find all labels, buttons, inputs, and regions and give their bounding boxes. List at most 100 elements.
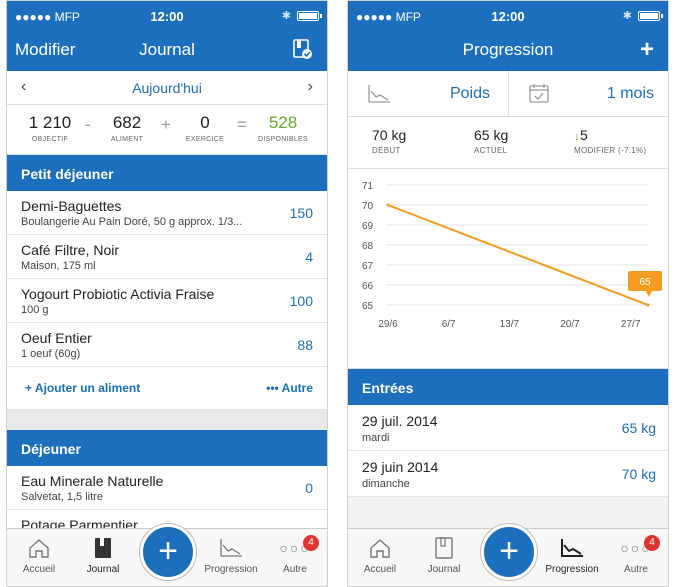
add-button[interactable]: + (481, 524, 537, 580)
y-tick-label: 68 (362, 241, 374, 252)
add-food-button[interactable]: + Ajouter un aliment (25, 381, 141, 395)
food-detail: Salvetat, 1,5 litre (21, 491, 103, 503)
entry-value: 70 kg (621, 466, 656, 482)
change-row: ↓5 (574, 127, 646, 143)
food-row[interactable]: Eau Minerale Naturelle Salvetat, 1,5 lit… (7, 466, 327, 510)
line-chart-icon (540, 535, 604, 561)
food-detail: Maison, 175 ml (21, 260, 96, 272)
data-point (646, 303, 650, 307)
edit-button[interactable]: Modifier (15, 40, 76, 59)
y-tick-label: 69 (362, 221, 374, 232)
carrier-label: ●●●●● MFP (15, 10, 80, 24)
home-icon (7, 535, 71, 561)
tab-more[interactable]: ○○○ Autre 4 (604, 535, 668, 575)
more-options-button[interactable]: ••• Autre (266, 381, 313, 395)
calendar-icon[interactable] (528, 82, 550, 109)
entry-weekday: dimanche (362, 478, 410, 490)
entry-weekday: mardi (362, 432, 390, 444)
calorie-summary: 1 210 OBJECTIF - 682 ALIMENT + 0 EXERCIC… (7, 105, 327, 155)
notebook-check-icon[interactable] (291, 38, 313, 60)
goal-label: OBJECTIF (31, 136, 69, 143)
x-tick-label: 6/7 (442, 319, 456, 330)
entry-row[interactable]: 29 juin 2014 dimanche 70 kg (348, 451, 668, 497)
y-tick-label: 71 (362, 181, 374, 192)
exercise-value: 0 (200, 113, 210, 132)
entry-date: 29 juin 2014 (362, 459, 439, 475)
battery-icon (297, 11, 322, 21)
tab-home[interactable]: Accueil (348, 535, 412, 575)
chart-type-icon[interactable] (366, 83, 392, 110)
x-tick-label: 29/6 (378, 319, 398, 330)
change-value: 5 (580, 127, 588, 143)
tab-label: Journal (86, 564, 120, 575)
food-row[interactable]: Demi-Baguettes Boulangerie Au Pain Doré,… (7, 191, 327, 235)
bluetooth-icon: ✱ (281, 10, 291, 22)
remaining-label: DISPONIBLES (258, 136, 308, 143)
notification-badge: 4 (644, 535, 660, 551)
equals-sign: = (237, 115, 247, 134)
status-bar: ●●●●● MFP 12:00 ✱ (348, 1, 668, 31)
page-title: Progression (462, 40, 554, 59)
weight-chart: 71 70 69 68 67 66 65 29/6 6/7 13/7 20/7 27/7 65 (348, 169, 668, 369)
remaining-cell: 528 DISPONIBLES (253, 113, 313, 143)
weight-stats: 70 kg DÉBUT 65 kg ACTUEL ↓5 MODIFIER (-7… (348, 117, 668, 169)
minus-sign: - (85, 115, 91, 134)
food-calories: 150 (289, 205, 313, 221)
food-value: 682 (112, 113, 142, 132)
notification-badge: 4 (303, 535, 319, 551)
journal-icon (412, 535, 476, 561)
y-tick-label: 67 (362, 261, 374, 272)
tab-bar: Accueil Journal Progression ○○○ Autre 4 … (7, 524, 327, 586)
status-time: 12:00 (150, 9, 184, 24)
entry-row[interactable]: 29 juil. 2014 mardi 65 kg (348, 405, 668, 451)
start-label: DÉBUT (372, 146, 401, 155)
next-day-button[interactable]: › (307, 78, 313, 95)
x-tick-label: 20/7 (560, 319, 580, 330)
tab-label: Progression (545, 564, 599, 575)
entry-value: 65 kg (621, 420, 656, 436)
journal-icon (71, 535, 135, 561)
period-selector[interactable]: 1 mois (606, 85, 654, 102)
start-stat: 70 kg DÉBUT (372, 127, 406, 155)
page-title: Journal (139, 40, 195, 59)
date-label[interactable]: Aujourd'hui (132, 80, 202, 96)
food-detail: 100 g (21, 304, 49, 316)
more-dots-icon: ○○○ (620, 540, 652, 556)
add-button[interactable]: + (140, 524, 196, 580)
metric-selector[interactable]: Poids (449, 85, 490, 102)
current-label: ACTUEL (474, 146, 508, 155)
tab-journal[interactable]: Journal (412, 535, 476, 575)
y-tick-label: 70 (362, 201, 374, 212)
exercise-label: EXERCICE (185, 136, 225, 143)
tab-progress[interactable]: Progression (540, 535, 604, 575)
food-calories: 88 (297, 337, 313, 353)
previous-day-button[interactable]: ‹ (21, 78, 27, 95)
food-name: Yogourt Probiotic Activia Fraise (21, 286, 215, 302)
food-row[interactable]: Café Filtre, Noir Maison, 175 ml 4 (7, 235, 327, 279)
entry-date: 29 juil. 2014 (362, 413, 438, 429)
food-name: Eau Minerale Naturelle (21, 473, 164, 489)
exercise-cell: 0 EXERCICE (177, 113, 233, 143)
value-callout (628, 271, 662, 291)
battery-icon (638, 11, 663, 21)
food-row[interactable]: Yogourt Probiotic Activia Fraise 100 g 1… (7, 279, 327, 323)
tab-more[interactable]: ○○○ Autre 4 (263, 535, 327, 575)
more-dots-icon: ○○○ (279, 540, 311, 556)
carrier-label: ●●●●● MFP (356, 10, 421, 24)
tab-journal[interactable]: Journal (71, 535, 135, 575)
line-chart-icon (199, 535, 263, 561)
goal-cell: 1 210 OBJECTIF (19, 113, 81, 143)
food-name: Demi-Baguettes (21, 198, 122, 214)
filter-bar: Poids 1 mois (348, 71, 668, 117)
tab-home[interactable]: Accueil (7, 535, 71, 575)
tab-progress[interactable]: Progression (199, 535, 263, 575)
section-header-breakfast: Petit déjeuner (7, 155, 327, 191)
chart-svg: 71 70 69 68 67 66 65 29/6 6/7 13/7 20/7 27/7 65 (362, 181, 662, 330)
plus-sign: + (161, 115, 171, 134)
breakfast-actions: + Ajouter un aliment ••• Autre (7, 367, 327, 409)
data-point (386, 203, 390, 207)
food-row[interactable]: Oeuf Entier 1 oeuf (60g) 88 (7, 323, 327, 367)
food-name: Oeuf Entier (21, 330, 92, 346)
food-calories: 4 (305, 249, 313, 265)
add-entry-button[interactable]: + (639, 36, 654, 63)
